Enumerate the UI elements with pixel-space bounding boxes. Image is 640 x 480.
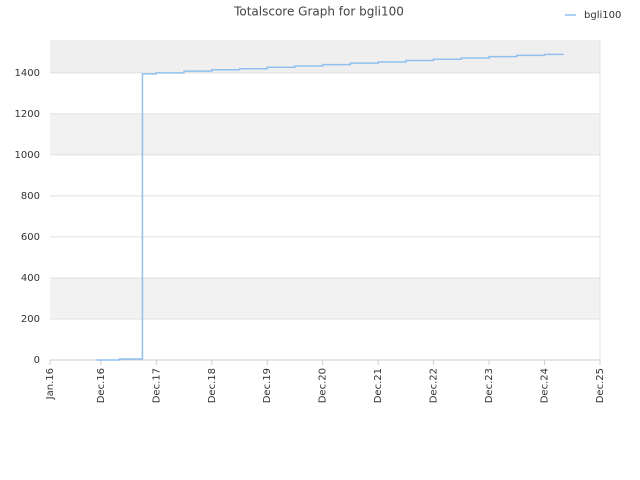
y-tick-label: 200: [21, 314, 40, 325]
x-tick-label: Dec.21: [373, 368, 384, 403]
y-tick-label: 1400: [15, 68, 40, 79]
x-tick-label: Dec.23: [484, 368, 495, 403]
band: [50, 277, 600, 319]
x-tick-label: Dec.20: [318, 368, 329, 403]
y-tick-label: 1000: [15, 150, 40, 161]
x-tick-label: Dec.24: [540, 368, 551, 403]
x-tick-label: Dec.18: [207, 368, 218, 403]
y-tick-label: 1200: [15, 109, 40, 120]
chart-title: Totalscore Graph for bgli100: [233, 5, 404, 19]
x-tick-label: Dec.19: [262, 368, 273, 403]
y-tick-label: 0: [34, 355, 40, 366]
x-tick-label: Dec.25: [595, 368, 606, 403]
x-tick-label: Dec.22: [429, 368, 440, 403]
x-tick-label: Dec.16: [96, 368, 107, 403]
band: [50, 113, 600, 155]
legend-label: bgli100: [584, 10, 621, 21]
y-tick-label: 400: [21, 273, 40, 284]
series-line: [96, 53, 564, 361]
x-tick-label: Jan.16: [45, 368, 56, 400]
y-tick-label: 600: [21, 232, 40, 243]
y-tick-label: 800: [21, 191, 40, 202]
x-tick-label: Dec.17: [151, 368, 162, 403]
